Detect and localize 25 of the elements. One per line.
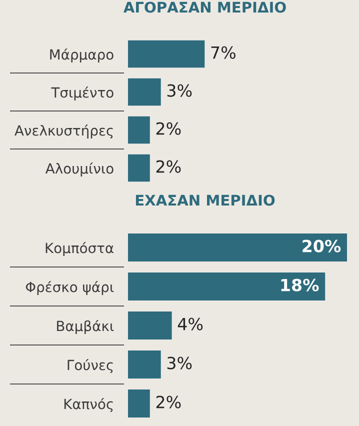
bar — [128, 272, 326, 301]
y-tick-label: Γούνες — [68, 358, 113, 373]
chart-title: ΑΓΟΡΑΣΑΝ ΜΕΡΙΔΙΟ — [123, 2, 286, 13]
y-tick-label: Τσιμέντο — [51, 86, 114, 100]
y-tick-label: Αλουμίνιο — [45, 162, 114, 176]
y-tick-label: Κομπόστα — [46, 242, 114, 256]
data-label: 2% — [156, 122, 181, 135]
bar — [128, 233, 347, 262]
data-label: 2% — [156, 396, 181, 408]
chart-title: ΕΧΑΣΑΝ ΜΕΡΙΔΙΟ — [136, 194, 275, 206]
y-tick-label: Καπνός — [64, 398, 113, 412]
y-tick-label: Μάρμαρο — [50, 48, 114, 62]
y-tick-label: Βαμβάκι — [57, 320, 114, 334]
data-label: 18% — [281, 278, 319, 292]
bar — [128, 350, 161, 379]
data-label: 3% — [167, 84, 192, 97]
y-tick-label: Ανελκυστήρες — [14, 124, 113, 138]
data-label: 20% — [302, 240, 341, 252]
y-tick-label: Φρέσκο ψάρι — [26, 280, 114, 295]
data-label: 3% — [167, 356, 192, 370]
bar — [128, 389, 150, 418]
bar — [128, 311, 172, 340]
data-label: 7% — [211, 46, 236, 59]
data-label: 2% — [156, 160, 181, 173]
data-label: 4% — [178, 318, 203, 330]
